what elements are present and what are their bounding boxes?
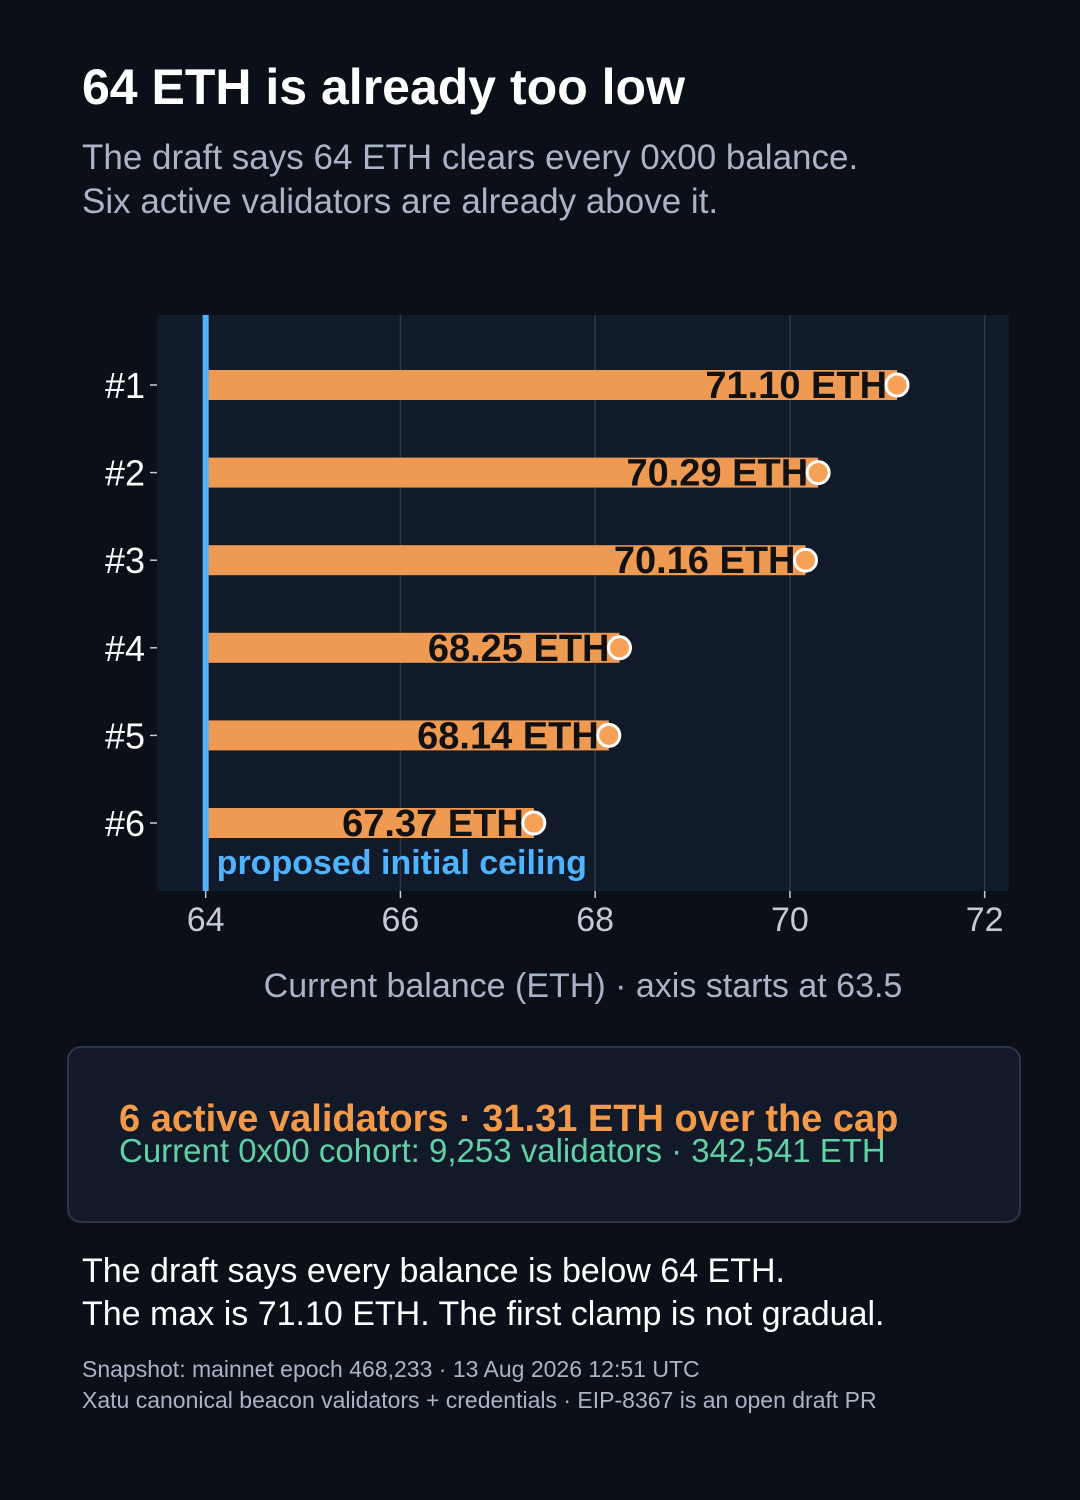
y-tick-label: #6 [105,803,145,844]
source-footer: Snapshot: mainnet epoch 468,233 · 13 Aug… [82,1354,877,1416]
x-tick-label: 66 [382,901,420,939]
balance-bar-chart: 64 66 68 70 72 Current balance (ETH) · axis s… [105,315,1009,1005]
callout-headline: 6 active validators · 31.31 ETH over the… [119,1098,899,1140]
subtitle-line-2: Six active validators are already above … [82,182,719,221]
x-tick-label: 72 [966,901,1004,939]
x-tick-label: 68 [576,901,614,939]
callout-detail: Current 0x00 cohort: 9,253 validators · … [119,1132,886,1169]
footer-line-1: Snapshot: mainnet epoch 468,233 · 13 Aug… [82,1356,700,1382]
summary-callout: 6 active validators · 31.31 ETH over the… [67,1046,1021,1223]
y-tick-label: #4 [105,628,145,669]
subtitle-line-1: The draft says 64 ETH clears every 0x00 … [82,138,859,177]
footer-line-2: Xatu canonical beacon validators + crede… [82,1387,877,1413]
y-tick-label: #3 [105,540,145,581]
bar [205,632,620,663]
bar-value-label: 70.29 ETH [626,453,808,495]
bar-value-label: 67.37 ETH [342,803,524,845]
x-axis-label: Current balance (ETH) · axis starts at 6… [264,967,903,1005]
note-line-2: The max is 71.10 ETH. The first clamp is… [82,1295,885,1333]
reference-line-label: proposed initial ceiling [217,844,587,882]
bar-end-marker [792,547,818,573]
bar-value-label: 68.25 ETH [428,628,610,670]
bar [205,457,819,488]
bar-end-marker [607,635,633,661]
bar [205,720,609,751]
chart-subtitle: The draft says 64 ETH clears every 0x00 … [82,136,858,224]
y-tick-label: #5 [105,715,145,756]
y-tick-label: #2 [105,453,145,494]
y-tick-label: #1 [105,365,145,406]
bar-value-label: 71.10 ETH [705,365,887,407]
note-line-1: The draft says every balance is below 64… [82,1252,785,1290]
bar [205,545,806,576]
bar-value-label: 68.14 ETH [417,715,599,757]
bar [205,370,898,400]
bar-end-marker [596,722,622,748]
bar-value-label: 70.16 ETH [614,540,796,582]
bar-end-marker [521,810,547,836]
explanation-note: The draft says every balance is below 64… [82,1250,885,1336]
chart-title: 64 ETH is already too low [82,59,685,115]
plot-area [157,315,1009,891]
bar-end-marker [805,460,831,486]
bar-end-marker [884,372,910,398]
bar [205,808,534,838]
x-tick-label: 64 [187,901,225,939]
x-tick-label: 70 [771,901,809,939]
